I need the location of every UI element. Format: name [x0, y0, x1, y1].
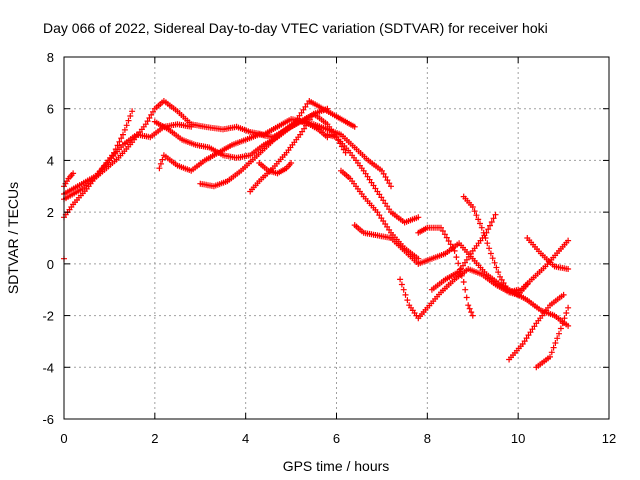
series-track-11 [338, 167, 422, 262]
x-tick-label: 10 [511, 431, 525, 446]
x-tick-label: 12 [602, 431, 616, 446]
y-tick-label: 6 [47, 102, 54, 117]
x-tick-label: 6 [333, 431, 340, 446]
x-tick-label: 8 [424, 431, 431, 446]
data-point-markers [515, 237, 572, 296]
x-tick-label: 2 [151, 431, 158, 446]
axis-ticks: 0 2 4 6 8 10 12 -6 -4 -2 0 2 4 6 8 [42, 50, 616, 446]
data-point-markers [524, 235, 572, 272]
data-point-markers [506, 291, 567, 363]
series-track-6 [156, 118, 394, 190]
series-track-18 [515, 237, 572, 296]
data-point-markers [415, 224, 476, 319]
x-tick-label: 4 [242, 431, 249, 446]
y-tick-label: 4 [47, 153, 54, 168]
data-marks [61, 98, 572, 371]
series-track-8 [247, 105, 331, 195]
series-track-17 [506, 291, 567, 363]
y-tick-label: -2 [42, 309, 54, 324]
y-tick-label: -4 [42, 360, 54, 375]
chart-title: Day 066 of 2022, Sidereal Day-to-day VTE… [43, 20, 548, 36]
series-track-2 [61, 108, 136, 221]
series-track-9 [256, 160, 295, 177]
y-tick-label: 0 [47, 257, 54, 272]
data-point-markers [61, 108, 136, 221]
data-point-markers [156, 118, 394, 190]
y-tick-label: 2 [47, 205, 54, 220]
data-point-markers [256, 160, 295, 177]
series-track-20 [533, 304, 572, 371]
y-tick-label: 8 [47, 50, 54, 65]
series-track-12 [351, 222, 572, 329]
data-point-markers [351, 222, 572, 329]
data-point-markers [533, 304, 572, 371]
series-track-19 [524, 235, 572, 272]
x-tick-label: 0 [60, 431, 67, 446]
series-track-10 [324, 131, 422, 226]
y-tick-label: -6 [42, 412, 54, 427]
data-point-markers [324, 131, 422, 226]
data-point-markers [247, 105, 331, 195]
series-track-14 [415, 224, 476, 319]
y-axis-label: SDTVAR / TECUs [5, 182, 21, 294]
x-axis-label: GPS time / hours [283, 458, 390, 474]
data-point-markers [338, 167, 422, 262]
